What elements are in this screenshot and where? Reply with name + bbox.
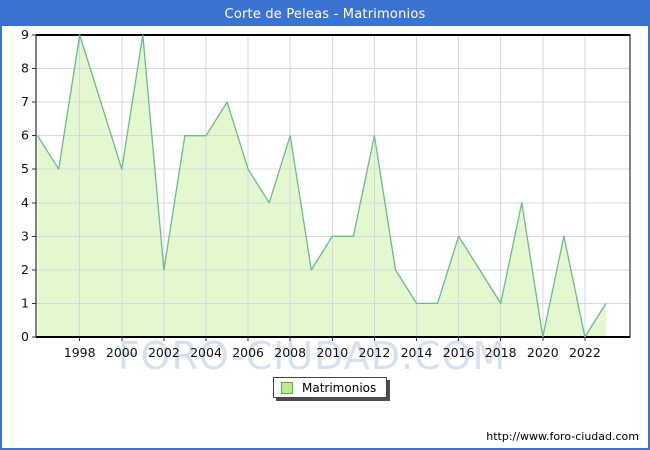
svg-text:2006: 2006: [232, 345, 264, 360]
svg-text:2020: 2020: [527, 345, 559, 360]
legend-color-swatch-icon: [281, 381, 293, 394]
footer-url: http://www.foro-ciudad.com: [486, 430, 639, 443]
svg-text:4: 4: [21, 195, 29, 210]
svg-text:7: 7: [21, 94, 29, 109]
svg-text:6: 6: [21, 128, 29, 143]
svg-text:2: 2: [21, 262, 29, 277]
svg-text:2018: 2018: [485, 345, 517, 360]
watermark-text: FORO-CIUDAD.COM: [117, 334, 507, 378]
svg-text:3: 3: [21, 228, 29, 243]
svg-text:0: 0: [21, 329, 29, 344]
svg-text:2000: 2000: [106, 345, 138, 360]
svg-text:2002: 2002: [148, 345, 180, 360]
svg-text:2012: 2012: [358, 345, 390, 360]
svg-text:1998: 1998: [64, 345, 96, 360]
svg-text:5: 5: [21, 161, 29, 176]
legend-label: Matrimonios: [302, 380, 377, 395]
svg-text:2022: 2022: [569, 345, 601, 360]
svg-text:2016: 2016: [443, 345, 475, 360]
svg-text:2004: 2004: [190, 345, 222, 360]
svg-text:2008: 2008: [274, 345, 306, 360]
svg-text:2010: 2010: [316, 345, 348, 360]
page-title: Corte de Peleas - Matrimonios: [224, 6, 426, 22]
legend-box: Matrimonios: [273, 377, 388, 398]
title-bar: Corte de Peleas - Matrimonios: [2, 2, 648, 26]
svg-text:8: 8: [21, 61, 29, 76]
svg-text:9: 9: [21, 27, 29, 42]
svg-text:1: 1: [21, 295, 29, 310]
svg-text:2014: 2014: [401, 345, 433, 360]
